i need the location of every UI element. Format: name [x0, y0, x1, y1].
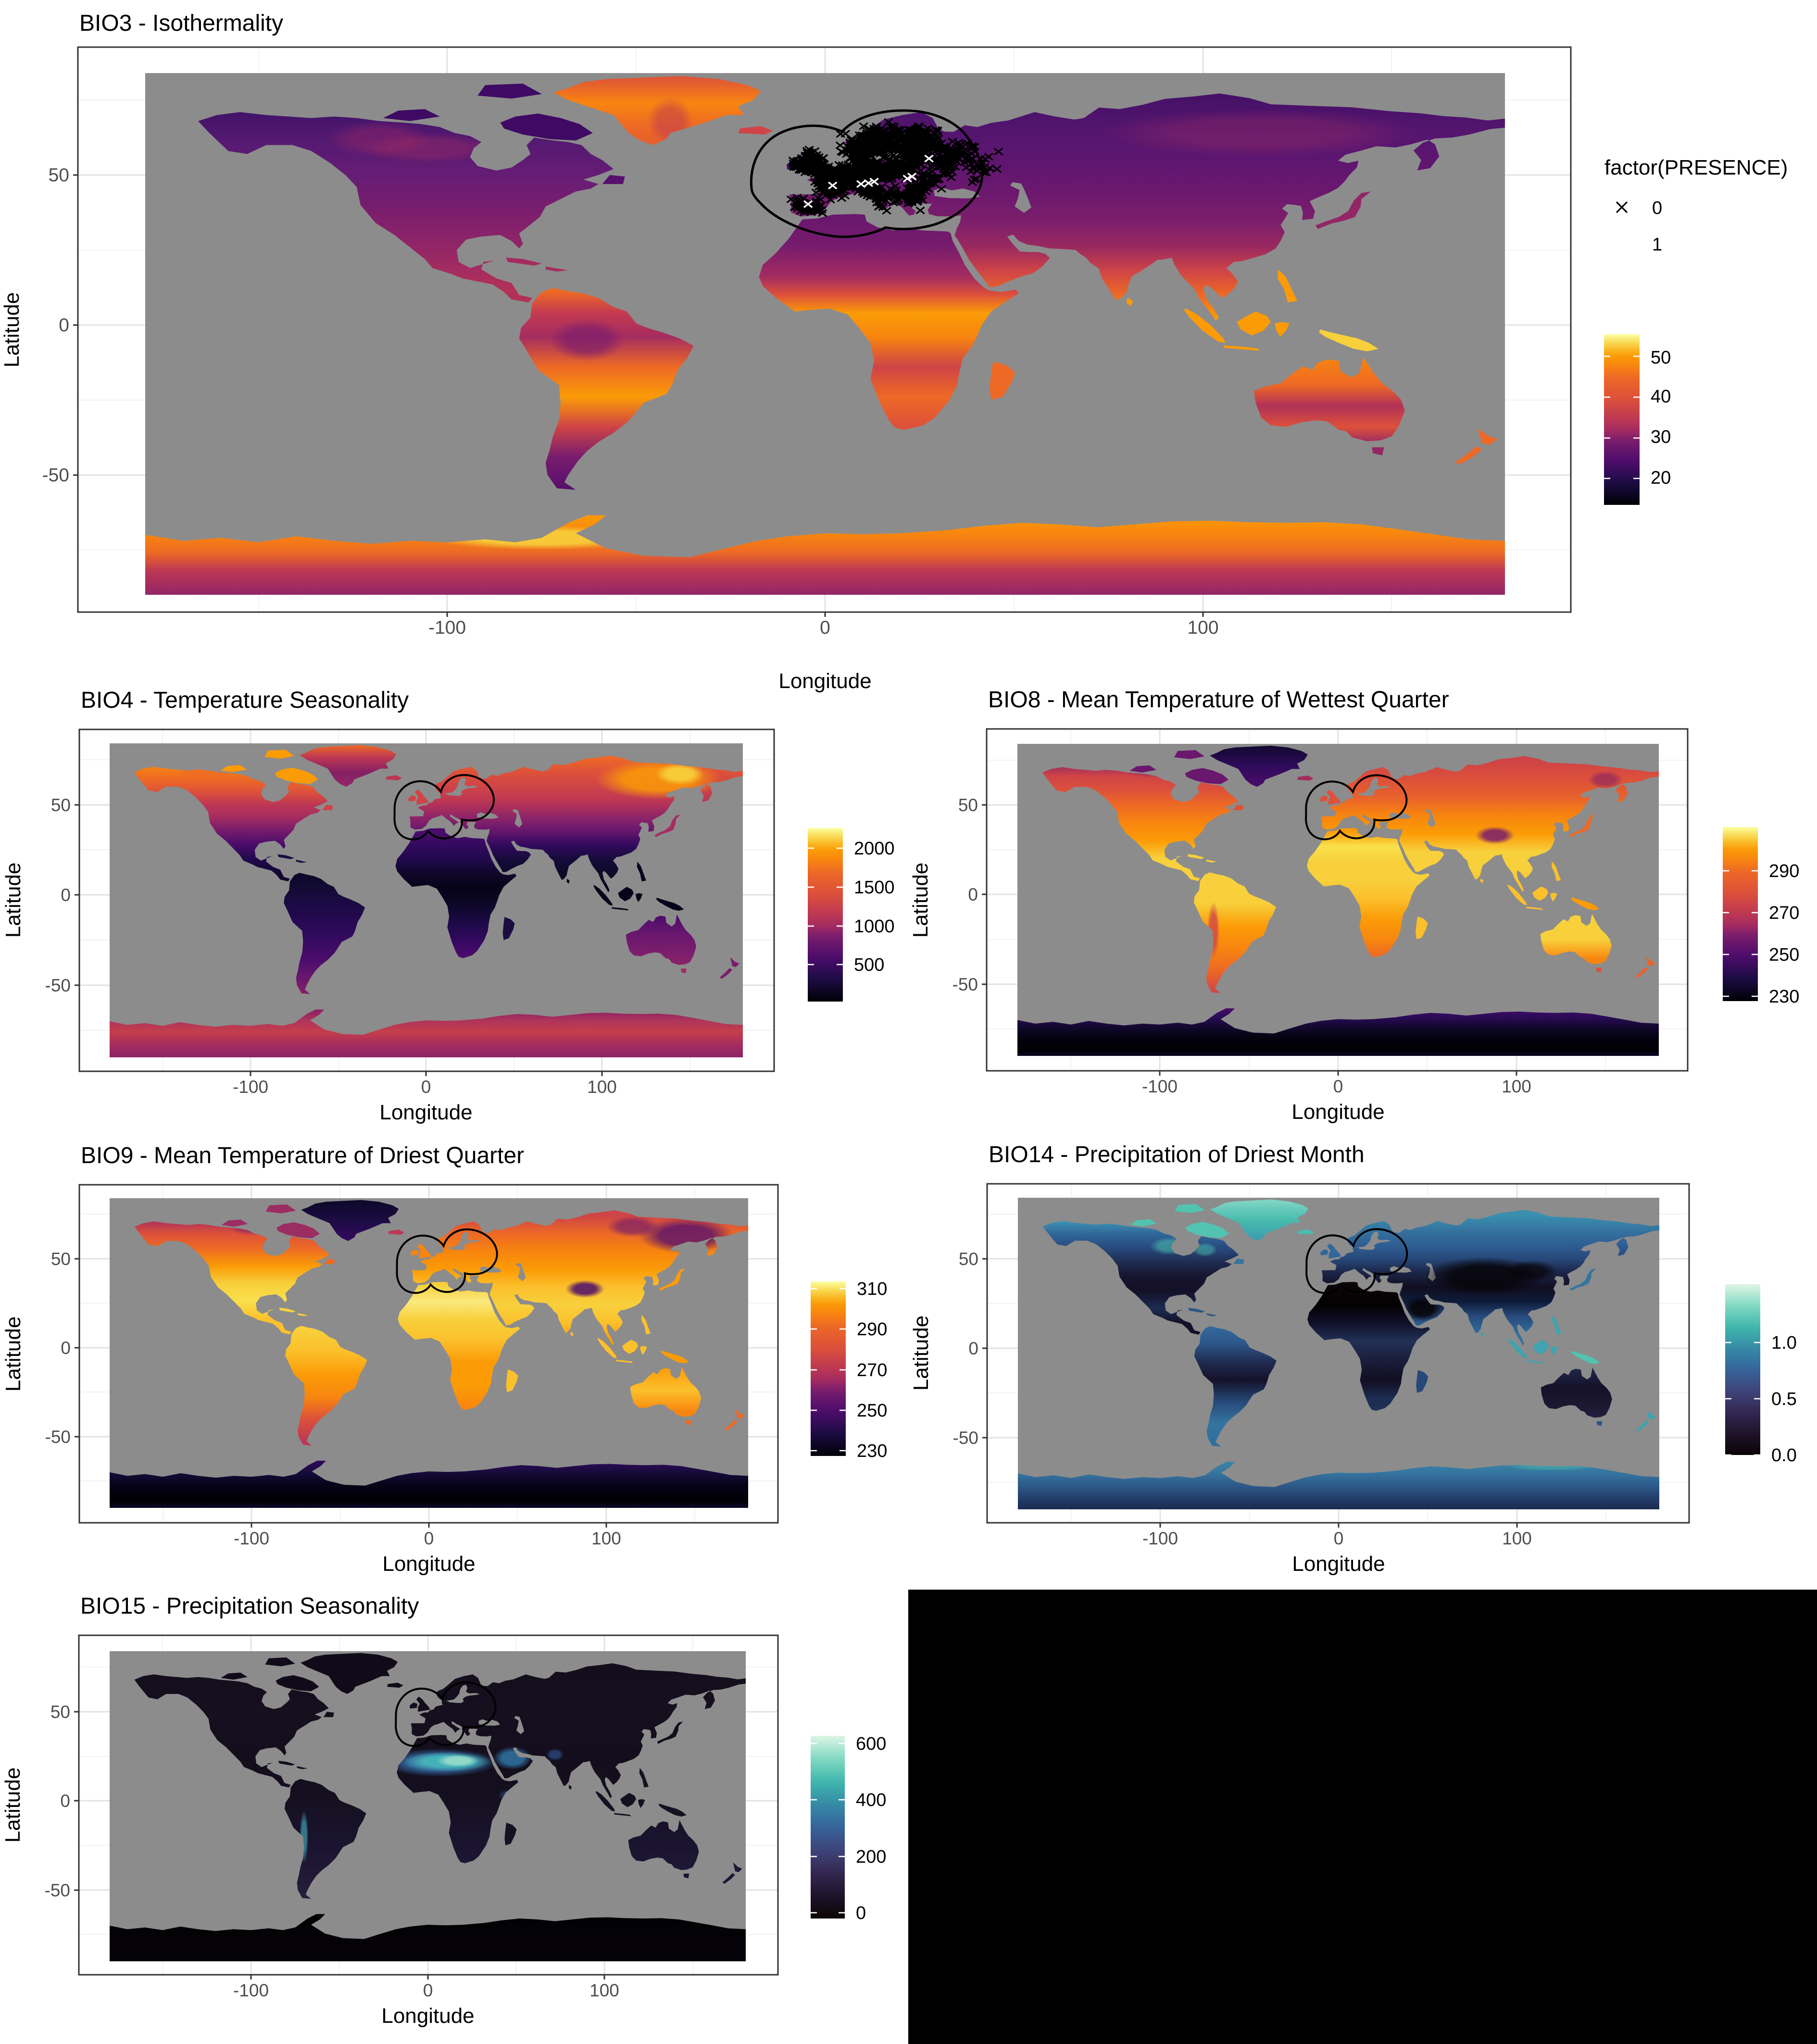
svg-text:50: 50 — [50, 1702, 70, 1722]
svg-text:100: 100 — [1187, 617, 1218, 638]
svg-text:-100: -100 — [234, 1529, 269, 1548]
svg-text:-100: -100 — [428, 617, 466, 638]
svg-text:factor(PRESENCE): factor(PRESENCE) — [1604, 156, 1788, 179]
svg-text:BIO9 - Mean Temperature of Dri: BIO9 - Mean Temperature of Driest Quarte… — [81, 1143, 524, 1168]
svg-text:200: 200 — [856, 1847, 886, 1867]
svg-text:Longitude: Longitude — [1292, 1552, 1385, 1576]
svg-text:230: 230 — [1769, 987, 1799, 1007]
svg-text:0: 0 — [968, 885, 978, 904]
svg-text:0: 0 — [421, 1077, 431, 1097]
svg-text:0: 0 — [59, 315, 69, 336]
svg-text:50: 50 — [1651, 348, 1671, 368]
svg-text:600: 600 — [856, 1734, 886, 1754]
svg-text:0: 0 — [61, 1338, 71, 1358]
svg-text:Latitude: Latitude — [1, 1768, 25, 1843]
svg-text:BIO8 - Mean Temperature of Wet: BIO8 - Mean Temperature of Wettest Quart… — [988, 687, 1449, 713]
svg-text:290: 290 — [857, 1319, 887, 1340]
svg-text:290: 290 — [1769, 861, 1799, 881]
svg-text:Longitude: Longitude — [382, 1552, 475, 1576]
svg-text:0: 0 — [856, 1903, 866, 1923]
svg-text:Latitude: Latitude — [0, 292, 24, 368]
svg-text:-50: -50 — [952, 975, 978, 994]
svg-text:Latitude: Latitude — [909, 863, 932, 938]
svg-text:-50: -50 — [42, 465, 69, 486]
svg-text:230: 230 — [857, 1441, 887, 1461]
svg-text:1000: 1000 — [854, 916, 895, 937]
svg-text:-100: -100 — [233, 1077, 268, 1097]
svg-text:310: 310 — [857, 1279, 887, 1299]
svg-text:0.5: 0.5 — [1771, 1389, 1797, 1409]
svg-text:100: 100 — [1502, 1529, 1532, 1548]
svg-text:0: 0 — [424, 1529, 434, 1548]
svg-text:100: 100 — [1502, 1077, 1531, 1096]
svg-text:BIO14 - Precipitation of Dries: BIO14 - Precipitation of Driest Month — [989, 1142, 1365, 1167]
svg-text:-50: -50 — [953, 1428, 978, 1448]
svg-text:Longitude: Longitude — [778, 669, 871, 693]
svg-text:0: 0 — [968, 1339, 978, 1358]
svg-text:2000: 2000 — [854, 839, 895, 859]
svg-text:100: 100 — [587, 1077, 617, 1097]
svg-text:0: 0 — [60, 1791, 70, 1811]
svg-text:20: 20 — [1651, 468, 1671, 488]
svg-text:50: 50 — [959, 1249, 978, 1269]
svg-text:30: 30 — [1651, 427, 1671, 447]
svg-text:0: 0 — [1333, 1077, 1343, 1096]
svg-text:-50: -50 — [45, 1427, 71, 1447]
svg-text:0: 0 — [1334, 1529, 1344, 1548]
svg-text:BIO3 - Isothermality: BIO3 - Isothermality — [79, 11, 283, 36]
svg-text:0: 0 — [1652, 198, 1662, 218]
svg-text:-100: -100 — [233, 1981, 269, 2000]
svg-text:1.0: 1.0 — [1771, 1333, 1797, 1353]
svg-text:BIO4 - Temperature Seasonality: BIO4 - Temperature Seasonality — [81, 688, 409, 713]
svg-text:40: 40 — [1651, 387, 1671, 407]
svg-text:-100: -100 — [1142, 1077, 1178, 1096]
svg-text:50: 50 — [49, 165, 69, 186]
svg-text:270: 270 — [1769, 903, 1799, 923]
svg-text:Latitude: Latitude — [1, 1317, 25, 1392]
svg-text:250: 250 — [1769, 945, 1799, 965]
svg-text:-50: -50 — [45, 976, 71, 995]
svg-text:0.0: 0.0 — [1771, 1445, 1797, 1466]
svg-text:50: 50 — [51, 795, 71, 815]
svg-text:50: 50 — [51, 1249, 71, 1269]
svg-text:Longitude: Longitude — [381, 2004, 474, 2028]
svg-text:Longitude: Longitude — [379, 1101, 472, 1124]
svg-text:50: 50 — [958, 795, 978, 815]
svg-text:0: 0 — [61, 885, 71, 905]
svg-text:400: 400 — [856, 1790, 886, 1810]
svg-text:0: 0 — [820, 617, 830, 638]
svg-text:100: 100 — [591, 1529, 621, 1548]
svg-text:1500: 1500 — [854, 878, 895, 898]
svg-text:Latitude: Latitude — [909, 1316, 933, 1391]
svg-text:BIO15 - Precipitation Seasonal: BIO15 - Precipitation Seasonality — [80, 1593, 419, 1619]
svg-text:270: 270 — [857, 1360, 887, 1380]
svg-text:Latitude: Latitude — [1, 863, 25, 938]
svg-text:0: 0 — [423, 1981, 433, 2000]
svg-text:1: 1 — [1652, 235, 1662, 255]
svg-text:250: 250 — [857, 1401, 887, 1421]
svg-text:500: 500 — [854, 955, 884, 975]
svg-text:Longitude: Longitude — [1291, 1100, 1384, 1124]
svg-text:-50: -50 — [45, 1881, 70, 1900]
svg-text:100: 100 — [589, 1981, 619, 2000]
svg-text:-100: -100 — [1142, 1529, 1178, 1548]
